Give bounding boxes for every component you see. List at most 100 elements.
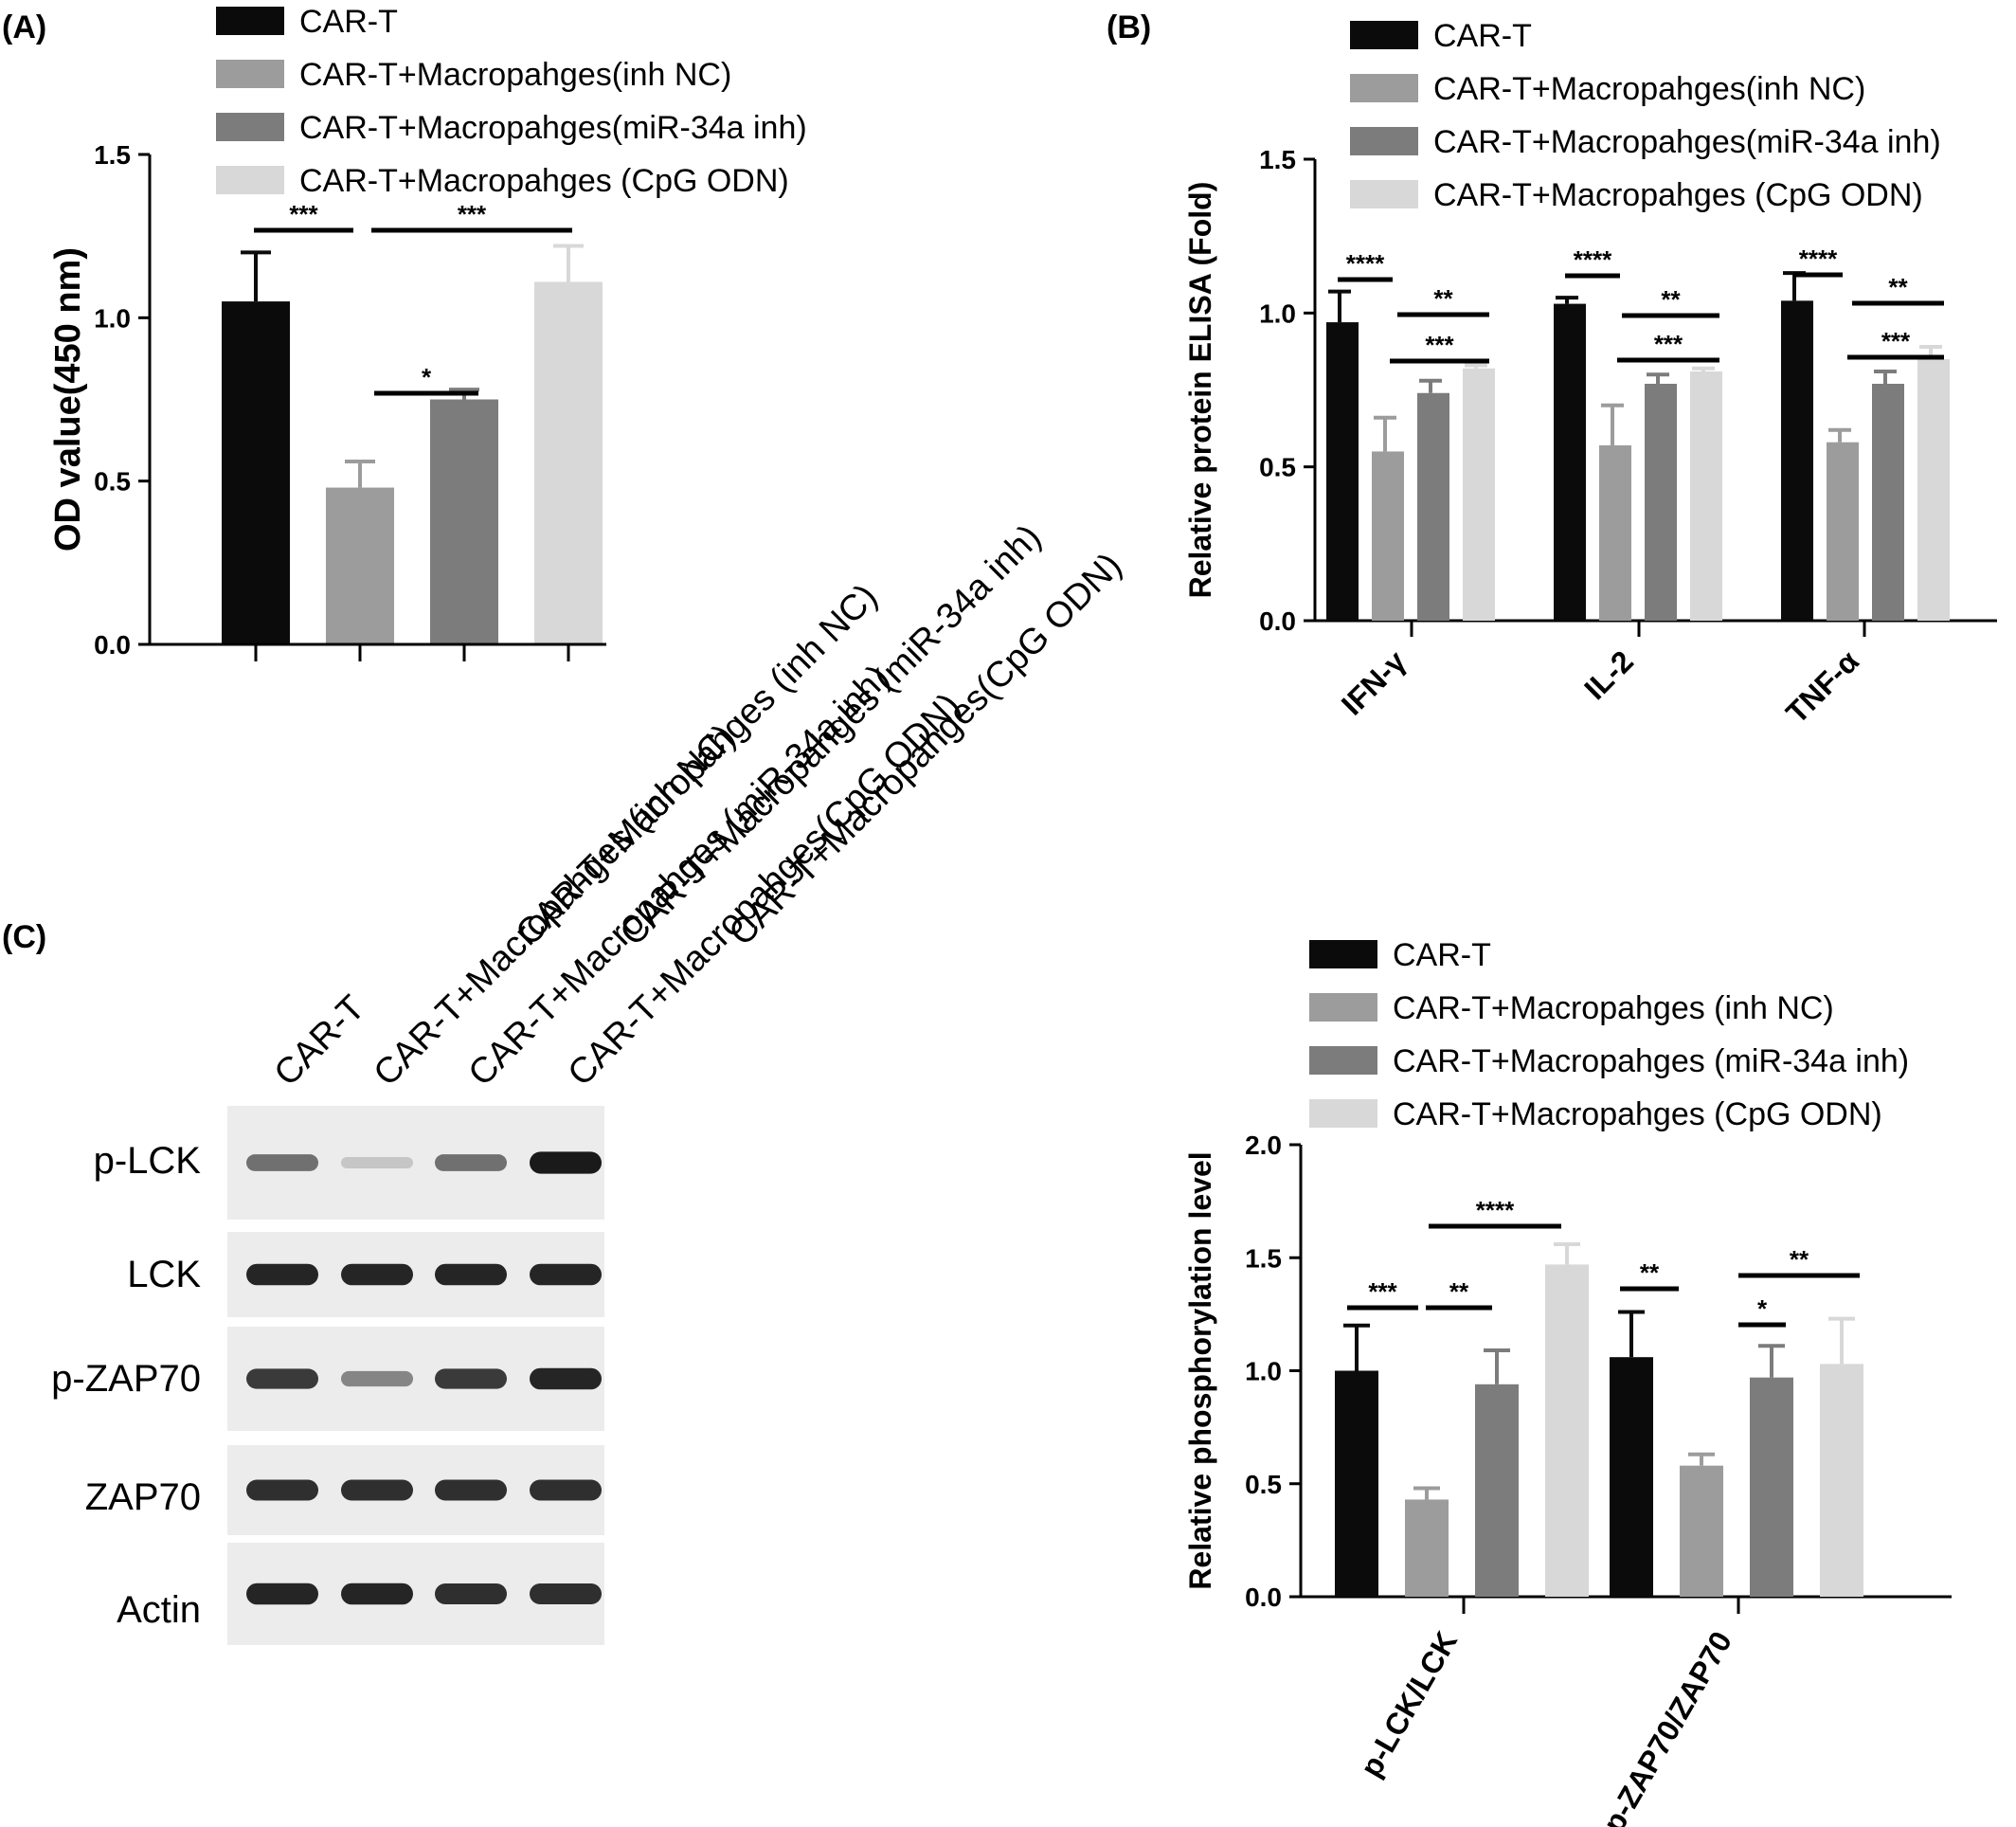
- blot-band: [530, 1151, 602, 1174]
- y-tick-label: 1.0: [1245, 1357, 1282, 1386]
- blot-row-label: Actin: [117, 1589, 201, 1631]
- bar: [1599, 444, 1631, 621]
- significance-label: ****: [1346, 249, 1385, 278]
- bar: [1463, 368, 1495, 621]
- bar: [1750, 1377, 1793, 1597]
- y-axis-label: OD value(450 nm): [48, 247, 88, 552]
- bar: [222, 301, 290, 644]
- blot-band: [246, 1368, 318, 1389]
- bar: [1326, 322, 1359, 621]
- x-category-label: IFN-γ: [1335, 643, 1413, 721]
- blot-band: [530, 1583, 602, 1604]
- blot-band: [530, 1367, 602, 1390]
- significance-label: ***: [458, 200, 487, 228]
- legend-item: CAR-T+Macropahges (miR-34a inh): [1393, 1043, 1909, 1079]
- blot-band: [435, 1479, 507, 1501]
- y-tick-label: 1.0: [1259, 298, 1296, 328]
- bar: [1820, 1364, 1863, 1597]
- legend-swatch: [216, 60, 284, 88]
- legend-item: CAR-T+Macropahges(miR-34a inh): [299, 110, 807, 146]
- significance-label: ***: [1425, 331, 1454, 359]
- legend-item: CAR-T+Macropahges (inh NC): [1393, 990, 1834, 1026]
- significance-label: **: [1661, 285, 1681, 314]
- legend-item: CAR-T: [299, 4, 398, 40]
- blot-band: [530, 1479, 602, 1501]
- blot-band: [530, 1263, 602, 1286]
- x-category-label: IL-2: [1577, 643, 1640, 706]
- legend-swatch: [216, 113, 284, 141]
- panel-a-letter: (A): [2, 9, 46, 45]
- bar: [430, 399, 498, 644]
- blot-lane-label: CAR-T: [267, 988, 373, 1094]
- legend-swatch: [1350, 74, 1418, 102]
- y-tick-label: 0.0: [94, 630, 131, 660]
- significance-label: *: [422, 363, 432, 391]
- blot-band: [341, 1370, 413, 1387]
- legend-swatch: [216, 7, 284, 35]
- y-tick-label: 1.5: [1259, 145, 1296, 174]
- bar: [326, 487, 394, 644]
- significance-label: **: [1790, 1245, 1809, 1274]
- blot-lane-label: CAR-T+Macropahges(CpG ODN): [561, 686, 969, 1094]
- y-tick-label: 1.0: [94, 303, 131, 333]
- significance-label: **: [1640, 1258, 1660, 1287]
- y-tick-label: 0.5: [94, 467, 131, 497]
- legend-item: CAR-T+Macropahges(inh NC): [1433, 71, 1865, 107]
- significance-label: ****: [1799, 244, 1838, 273]
- bar: [1554, 303, 1586, 621]
- bar: [1335, 1370, 1378, 1597]
- legend-item: CAR-T+Macropahges(miR-34a inh): [1433, 124, 1941, 160]
- significance-label: ***: [1654, 330, 1683, 358]
- legend-item: CAR-T+Macropahges (CpG ODN): [299, 163, 789, 199]
- bar: [1680, 1465, 1723, 1597]
- blot-row-label: p-ZAP70: [51, 1358, 201, 1400]
- bar: [1475, 1384, 1519, 1597]
- bar: [1372, 451, 1404, 621]
- blot-band: [341, 1583, 413, 1605]
- chart-b: CAR-T CAR-T+Macropahges(inh NC) CAR-T+Macr…: [1183, 18, 1997, 730]
- chart-a: CAR-T CAR-T+Macropahges(inh NC) CAR-T+Macr…: [48, 4, 1129, 953]
- significance-label: ****: [1476, 1196, 1515, 1224]
- significance-label: ***: [1881, 327, 1911, 355]
- x-category-label: p-LCK/LCK: [1354, 1626, 1464, 1783]
- blot-band: [341, 1479, 413, 1501]
- significance-label: ****: [1574, 245, 1612, 274]
- y-tick-label: 1.5: [94, 140, 131, 170]
- x-category-label: p-ZAP70/ZAP70: [1596, 1626, 1738, 1827]
- significance-label: **: [1433, 284, 1453, 313]
- blot-band: [246, 1583, 318, 1605]
- bar: [1405, 1499, 1449, 1597]
- legend-swatch: [1309, 993, 1377, 1022]
- blot-band: [341, 1156, 413, 1169]
- y-axis-label: Relative phosphorylation level: [1183, 1151, 1217, 1589]
- y-tick-label: 0.0: [1259, 606, 1296, 636]
- y-tick-label: 1.5: [1245, 1243, 1282, 1273]
- bar: [1610, 1357, 1653, 1597]
- y-tick-label: 0.5: [1245, 1470, 1282, 1499]
- legend-swatch: [1309, 1099, 1377, 1128]
- y-tick-label: 0.0: [1245, 1583, 1282, 1612]
- legend-item: CAR-T+Macropahges (CpG ODN): [1433, 177, 1923, 213]
- blot-band: [435, 1583, 507, 1604]
- significance-label: **: [1888, 273, 1908, 301]
- blot-row-label: ZAP70: [85, 1476, 201, 1518]
- bar: [1417, 392, 1449, 621]
- significance-label: *: [1757, 1294, 1768, 1323]
- y-tick-label: 2.0: [1245, 1131, 1282, 1160]
- bar: [534, 281, 603, 644]
- blot-row-label: LCK: [127, 1254, 201, 1295]
- blot-band: [435, 1368, 507, 1389]
- blot-band: [435, 1263, 507, 1286]
- bar: [1917, 359, 1950, 621]
- legend-swatch: [1350, 21, 1418, 49]
- panel-b-letter: (B): [1107, 9, 1151, 45]
- legend-item: CAR-T+Macropahges(inh NC): [299, 57, 731, 93]
- bar: [1827, 442, 1859, 621]
- legend-swatch: [1350, 180, 1418, 208]
- bar: [1872, 384, 1904, 621]
- y-axis-label: Relative protein ELISA (Fold): [1183, 182, 1217, 599]
- legend-swatch: [1309, 940, 1377, 968]
- bar: [1645, 384, 1677, 621]
